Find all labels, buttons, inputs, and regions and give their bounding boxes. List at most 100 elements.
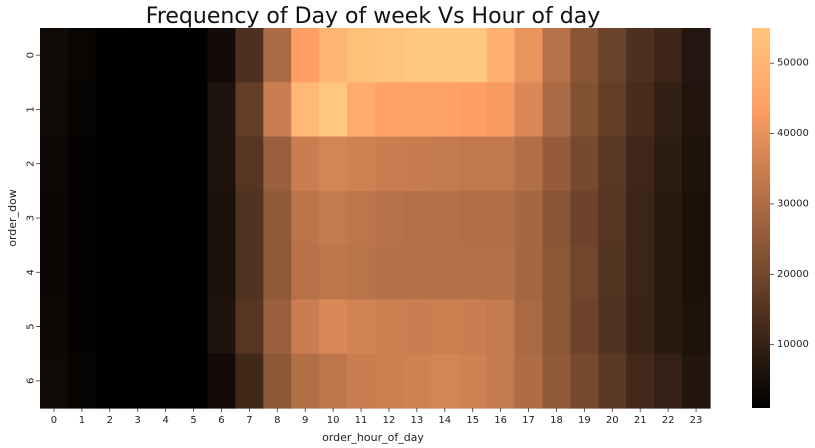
heatmap-cell bbox=[486, 136, 516, 192]
heatmap-cell bbox=[430, 82, 460, 138]
heatmap-cell bbox=[347, 299, 376, 355]
heatmap-cell bbox=[95, 190, 125, 246]
heatmap-cell bbox=[67, 136, 97, 192]
x-tick-label: 10 bbox=[327, 415, 340, 426]
x-tick-label: 8 bbox=[274, 415, 280, 426]
x-tick-label: 3 bbox=[135, 415, 141, 426]
heatmap-cell bbox=[458, 299, 488, 355]
heatmap-cell bbox=[347, 82, 376, 138]
x-tick-label: 18 bbox=[550, 415, 563, 426]
heatmap-cell bbox=[654, 299, 683, 355]
heatmap-cell bbox=[263, 28, 292, 83]
x-tick-label: 23 bbox=[690, 415, 703, 426]
heatmap-cell bbox=[151, 190, 181, 246]
x-tick-label: 17 bbox=[522, 415, 535, 426]
colorbar-tick-label: 40000 bbox=[777, 128, 809, 139]
y-tick-label: 4 bbox=[26, 269, 37, 275]
heatmap-cell bbox=[151, 28, 181, 83]
heatmap-cell bbox=[235, 353, 264, 409]
x-tick-label: 5 bbox=[190, 415, 196, 426]
heatmap-cell bbox=[570, 82, 599, 138]
heatmap-cell bbox=[402, 82, 432, 138]
heatmap-cell bbox=[319, 245, 348, 301]
heatmap-cell bbox=[514, 136, 544, 192]
x-tick-label: 20 bbox=[606, 415, 619, 426]
x-tick-label: 15 bbox=[466, 415, 479, 426]
heatmap-cell bbox=[207, 190, 237, 246]
heatmap-cell bbox=[626, 245, 655, 301]
heatmap-cell bbox=[151, 245, 181, 301]
heatmap-cell bbox=[542, 82, 572, 138]
heatmap-cell bbox=[598, 28, 627, 83]
heatmap-cell bbox=[402, 190, 432, 246]
heatmap-cell bbox=[458, 190, 488, 246]
heatmap-cell bbox=[598, 245, 627, 301]
heatmap-cell bbox=[458, 82, 488, 138]
heatmap-cell bbox=[542, 299, 572, 355]
heatmap-cell bbox=[430, 190, 460, 246]
heatmap-cell bbox=[375, 299, 404, 355]
heatmap-cell bbox=[291, 28, 320, 83]
heatmap-cell bbox=[458, 136, 488, 192]
y-axis-ticks: 0 1 2 3 4 5 6 bbox=[26, 52, 40, 384]
heatmap-cell bbox=[570, 28, 599, 83]
heatmap-cell bbox=[40, 28, 69, 83]
heatmap-cell bbox=[40, 299, 69, 355]
heatmap-cell bbox=[263, 136, 292, 192]
heatmap-cell bbox=[235, 82, 264, 138]
x-tick-label: 2 bbox=[107, 415, 113, 426]
heatmap-cell bbox=[40, 82, 69, 138]
heatmap-cell bbox=[654, 82, 683, 138]
heatmap-cell bbox=[626, 82, 655, 138]
heatmap-cell bbox=[67, 28, 97, 83]
heatmap-cell bbox=[40, 136, 69, 192]
heatmap-cell bbox=[402, 245, 432, 301]
heatmap-cell bbox=[291, 299, 320, 355]
heatmap-cell bbox=[542, 28, 572, 83]
x-tick-label: 21 bbox=[634, 415, 647, 426]
heatmap-cell bbox=[40, 190, 69, 246]
heatmap-cell bbox=[375, 136, 404, 192]
heatmap-cell bbox=[179, 136, 209, 192]
heatmap-cell bbox=[151, 299, 181, 355]
heatmap-cell bbox=[402, 136, 432, 192]
heatmap-cell bbox=[570, 190, 599, 246]
heatmap-cell bbox=[654, 190, 683, 246]
heatmap-cell bbox=[682, 245, 711, 301]
heatmap-cell bbox=[402, 353, 432, 409]
heatmap-cell bbox=[95, 82, 125, 138]
heatmap-cell bbox=[682, 136, 711, 192]
heatmap-cell bbox=[67, 353, 97, 409]
heatmap-cell bbox=[319, 190, 348, 246]
heatmap-cell bbox=[458, 245, 488, 301]
heatmap-cell bbox=[514, 28, 544, 83]
colorbar-tick-label: 20000 bbox=[777, 269, 809, 280]
heatmap-cell bbox=[514, 82, 544, 138]
heatmap-cell bbox=[402, 299, 432, 355]
x-tick-label: 7 bbox=[246, 415, 252, 426]
heatmap-cell bbox=[347, 28, 376, 83]
heatmap-cell bbox=[626, 28, 655, 83]
heatmap-cell bbox=[123, 299, 153, 355]
heatmap-cell bbox=[347, 190, 376, 246]
colorbar-ticks: 10000 20000 30000 40000 50000 bbox=[770, 58, 809, 350]
heatmap-cell bbox=[179, 353, 209, 409]
heatmap-cell bbox=[67, 190, 97, 246]
heatmap-cell bbox=[263, 190, 292, 246]
heatmap-cell bbox=[235, 245, 264, 301]
heatmap-cell bbox=[347, 136, 376, 192]
heatmap-cell bbox=[235, 28, 264, 83]
heatmap-cell bbox=[123, 190, 153, 246]
heatmap-cell bbox=[263, 353, 292, 409]
heatmap-cell bbox=[626, 299, 655, 355]
heatmap-cell bbox=[67, 82, 97, 138]
x-tick-label: 11 bbox=[355, 415, 368, 426]
heatmap-cell bbox=[570, 245, 599, 301]
heatmap-cell bbox=[598, 190, 627, 246]
colorbar-tick-label: 30000 bbox=[777, 198, 809, 209]
x-tick-label: 16 bbox=[494, 415, 507, 426]
heatmap-cell bbox=[319, 299, 348, 355]
heatmap-cell bbox=[375, 28, 404, 83]
heatmap-cell bbox=[654, 353, 683, 409]
heatmap-cell bbox=[598, 82, 627, 138]
